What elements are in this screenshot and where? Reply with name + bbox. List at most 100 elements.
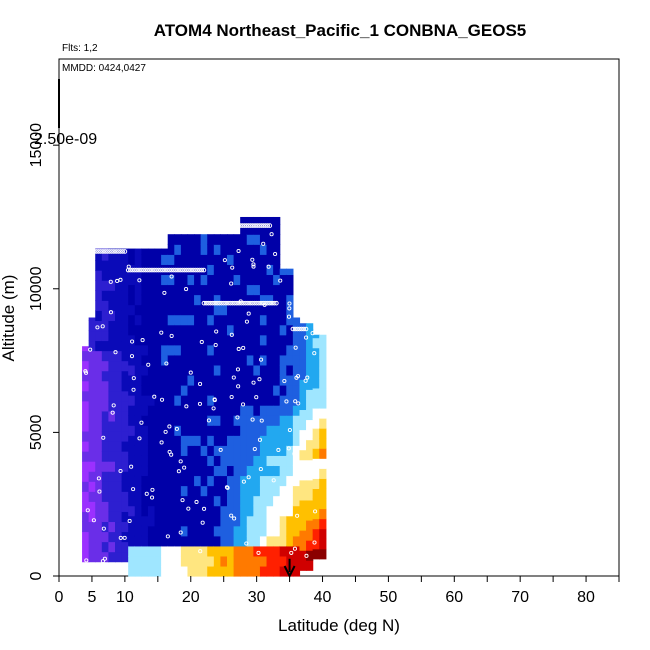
- track-point: [158, 267, 163, 273]
- heatmap-cell: [266, 475, 274, 487]
- heatmap-cell: [306, 530, 314, 541]
- heatmap-cell: [259, 405, 268, 416]
- heatmap-cell: [266, 405, 274, 416]
- heatmap-cell: [213, 314, 222, 326]
- heatmap-cell: [115, 270, 123, 281]
- heatmap-cell: [299, 489, 307, 501]
- sample-point: [304, 335, 309, 340]
- heatmap-cell: [279, 314, 287, 326]
- heatmap-cell: [115, 531, 123, 543]
- heatmap-cell: [227, 395, 235, 406]
- sample-point: [276, 447, 281, 453]
- heatmap-cell: [253, 525, 261, 537]
- track-point: [249, 300, 255, 306]
- heatmap-cell: [82, 471, 90, 482]
- heatmap-cell: [213, 495, 222, 507]
- heatmap-cell: [306, 550, 314, 561]
- heatmap-cell: [194, 304, 202, 316]
- heatmap-cell: [273, 344, 281, 356]
- heatmap-cell: [187, 254, 195, 265]
- heatmap-cell: [101, 461, 110, 472]
- heatmap-cell: [273, 455, 281, 467]
- heatmap-cell: [292, 465, 301, 477]
- heatmap-cell: [95, 531, 103, 543]
- sample-point: [236, 248, 241, 254]
- heatmap-cell: [266, 395, 274, 406]
- heatmap-cell: [134, 395, 142, 406]
- heatmap-cell: [253, 284, 261, 296]
- heatmap-cell: [233, 445, 241, 456]
- heatmap-cell: [194, 294, 202, 306]
- heatmap-cell: [194, 485, 202, 497]
- heatmap-cell: [187, 465, 195, 477]
- sample-point: [167, 449, 172, 454]
- heatmap-cell: [246, 455, 254, 467]
- heatmap-cell: [240, 244, 248, 255]
- heatmap-cell: [306, 399, 314, 411]
- heatmap-cell: [259, 475, 268, 487]
- heatmap-cell: [200, 465, 208, 477]
- sample-point: [127, 518, 132, 523]
- heatmap-cell: [273, 284, 281, 296]
- heatmap-cell: [227, 405, 235, 416]
- heatmap-cell: [187, 565, 195, 577]
- heatmap-cell: [220, 435, 228, 446]
- heatmap-cell: [115, 380, 123, 392]
- heatmap-cell: [266, 354, 274, 366]
- heatmap-cell: [167, 304, 175, 316]
- heatmap-cell: [259, 314, 268, 326]
- heatmap-cell: [108, 461, 116, 472]
- heatmap-cell: [115, 400, 123, 412]
- track-point: [128, 267, 133, 273]
- heatmap-cell: [233, 254, 241, 265]
- sample-point: [144, 491, 149, 496]
- heatmap-cell: [200, 555, 208, 567]
- heatmap-cell: [253, 515, 261, 527]
- sample-point: [182, 465, 187, 470]
- heatmap-cell: [233, 395, 241, 406]
- heatmap-cell: [134, 555, 142, 567]
- sample-point: [178, 530, 183, 535]
- heatmap-cell: [213, 384, 222, 396]
- heatmap-cell: [273, 475, 281, 487]
- heatmap-cell: [259, 555, 268, 567]
- heatmap-cell: [207, 314, 215, 326]
- heatmap-cell: [161, 515, 169, 527]
- heatmap-cell: [200, 244, 208, 255]
- heatmap-cell: [220, 415, 228, 426]
- heatmap-cell: [253, 465, 261, 477]
- heatmap-cell: [134, 425, 142, 436]
- heatmap-cell: [108, 290, 116, 301]
- heatmap-cell: [88, 350, 96, 362]
- heatmap-cell: [233, 264, 241, 276]
- heatmap-cell: [246, 264, 254, 276]
- track-point: [252, 223, 258, 228]
- heatmap-cell: [88, 400, 96, 412]
- heatmap-cell: [233, 364, 241, 376]
- heatmap-cell: [299, 409, 307, 421]
- heatmap-cell: [207, 505, 215, 517]
- sample-point: [218, 447, 223, 452]
- sample-point: [256, 550, 261, 555]
- heatmap-cell: [279, 485, 287, 497]
- heatmap-cell: [233, 435, 241, 446]
- heatmap-cell: [213, 254, 222, 265]
- heatmap-cell: [220, 505, 228, 517]
- sample-point: [84, 558, 89, 563]
- track-point: [130, 267, 135, 273]
- heatmap-cell: [134, 525, 142, 537]
- track-point: [188, 267, 194, 273]
- heatmap-cell: [180, 415, 189, 426]
- heatmap-cell: [187, 374, 195, 386]
- heatmap-cell: [233, 334, 241, 346]
- sample-point: [137, 278, 142, 283]
- heatmap-cell: [141, 405, 149, 416]
- heatmap-cell: [207, 254, 215, 265]
- heatmap-cell: [101, 330, 110, 342]
- heatmap-cell: [207, 465, 215, 477]
- heatmap-cell: [266, 294, 274, 306]
- heatmap-cell: [200, 545, 208, 557]
- heatmap-cell: [108, 380, 116, 392]
- heatmap-cell: [306, 328, 314, 340]
- sample-point: [246, 311, 251, 316]
